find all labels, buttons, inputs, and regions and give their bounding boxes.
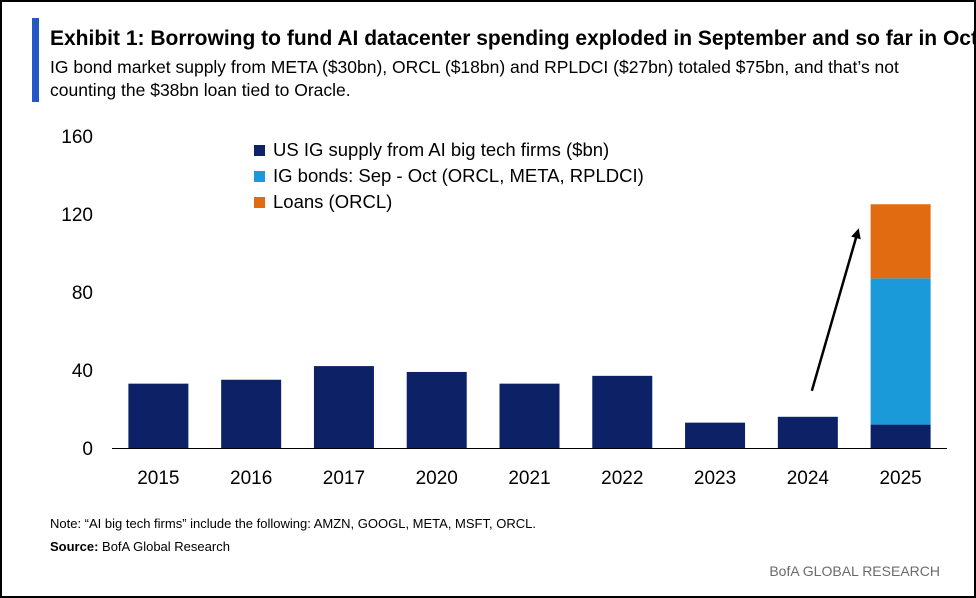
- bar-2023-series-0: [685, 422, 746, 448]
- legend-item-ig-bonds: IG bonds: Sep - Oct (ORCL, META, RPLDCI): [254, 163, 644, 189]
- chart-title: Exhibit 1: Borrowing to fund AI datacent…: [50, 27, 976, 50]
- x-tick-label: 2017: [323, 468, 365, 489]
- source-line: Source: BofA Global Research: [50, 539, 230, 554]
- x-tick-label: 2022: [601, 468, 643, 489]
- accent-bar: [32, 18, 39, 102]
- legend-swatch-navy: [254, 144, 265, 156]
- x-tick-labels: 2015 2016 2017 2020 2021 2022 2023 2024 2025: [137, 468, 922, 489]
- chart-legend: US IG supply from AI big tech firms ($bn…: [254, 137, 644, 215]
- legend-label: IG bonds: Sep - Oct (ORCL, META, RPLDCI): [273, 165, 644, 186]
- bars-group: [128, 204, 931, 448]
- x-tick-label: 2016: [230, 468, 272, 489]
- source-text: BofA Global Research: [98, 539, 230, 554]
- bar-2025-series-2: [870, 204, 931, 279]
- legend-label: Loans (ORCL): [273, 191, 393, 212]
- y-tick-label: 160: [61, 127, 93, 148]
- footnote: Note: “AI big tech firms” include the fo…: [50, 516, 536, 531]
- bar-2015-series-0: [128, 383, 189, 448]
- y-tick-label: 0: [82, 439, 93, 460]
- x-tick-label: 2015: [137, 468, 179, 489]
- bar-2022-series-0: [592, 375, 653, 448]
- bar-2024-series-0: [777, 416, 838, 448]
- bar-2017-series-0: [313, 366, 374, 448]
- legend-label: US IG supply from AI big tech firms ($bn…: [273, 139, 610, 160]
- legend-swatch-light-blue: [254, 170, 265, 182]
- bar-2021-series-0: [499, 383, 560, 448]
- legend-item-us-ig-supply: US IG supply from AI big tech firms ($bn…: [254, 137, 644, 163]
- chart-subtitle: IG bond market supply from META ($30bn),…: [50, 57, 899, 100]
- bar-2025-series-0: [870, 424, 931, 448]
- x-tick-label: 2020: [416, 468, 458, 489]
- legend-item-loans: Loans (ORCL): [254, 189, 644, 215]
- x-tick-label: 2025: [879, 468, 921, 489]
- bar-2025-series-1: [870, 278, 931, 425]
- y-tick-labels: 0 40 80 120 160: [61, 127, 93, 460]
- y-tick-label: 40: [72, 361, 93, 382]
- legend-swatch-orange: [254, 196, 265, 208]
- bar-2016-series-0: [221, 379, 282, 448]
- source-label: Source:: [50, 539, 99, 554]
- x-tick-label: 2024: [787, 468, 830, 489]
- x-tick-label: 2023: [694, 468, 736, 489]
- x-tick-label: 2021: [508, 468, 550, 489]
- footer-brand: BofA GLOBAL RESEARCH: [769, 563, 940, 579]
- y-tick-label: 80: [72, 283, 93, 304]
- trend-arrow: [810, 228, 861, 392]
- y-tick-label: 120: [61, 205, 93, 226]
- bar-2020-series-0: [406, 371, 467, 448]
